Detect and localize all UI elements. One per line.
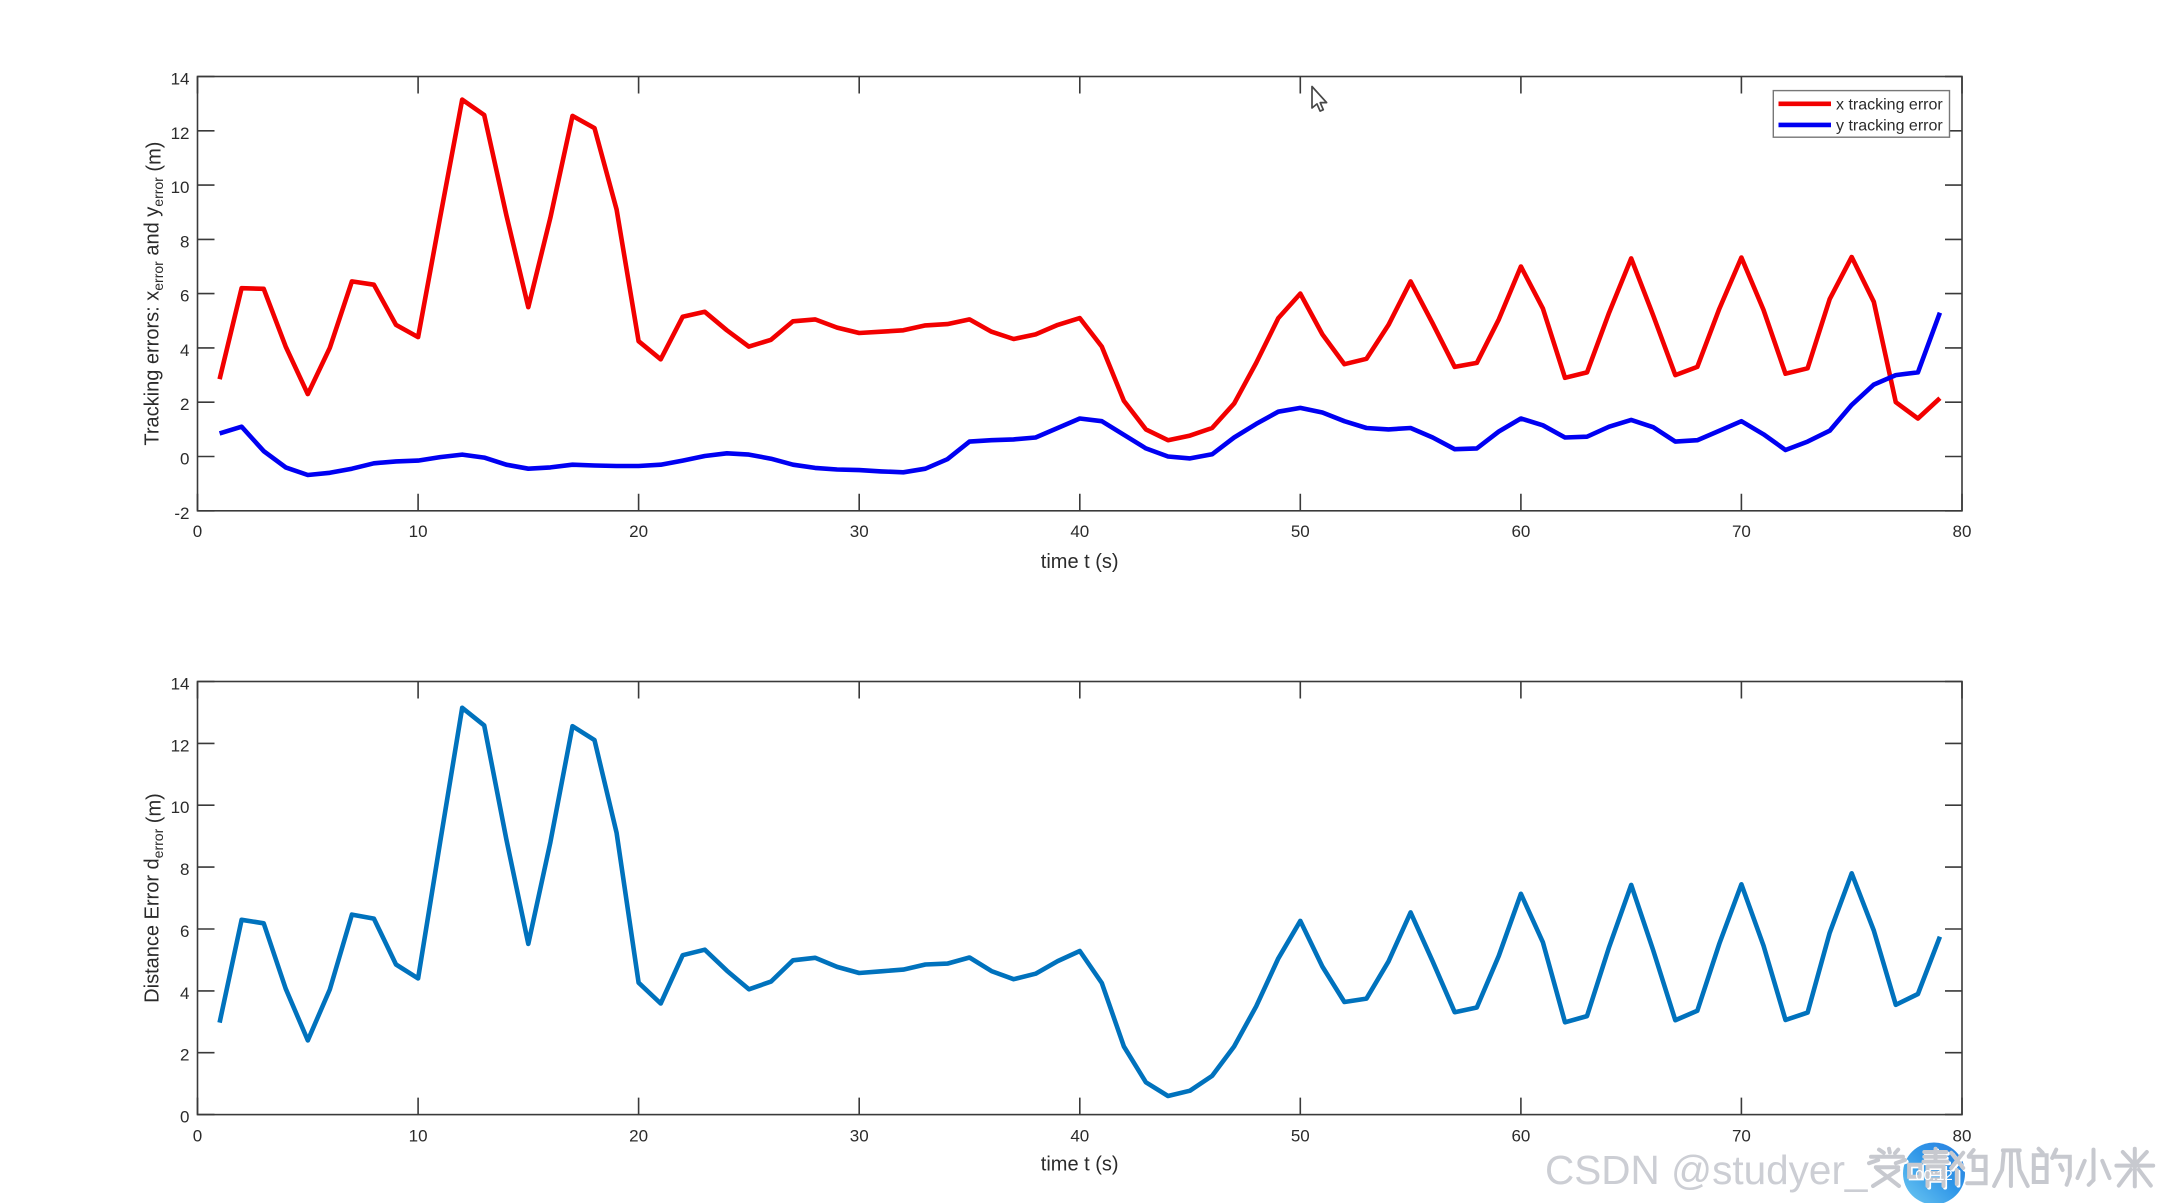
svg-text:CSDN @studyer_: CSDN @studyer_ [1547, 1149, 1870, 1195]
svg-text:60: 60 [1511, 1126, 1530, 1145]
svg-text:00:12: 00:12 [1915, 1167, 1953, 1184]
svg-text:50: 50 [1291, 522, 1310, 541]
svg-text:70: 70 [1732, 1126, 1751, 1145]
svg-text:50: 50 [1291, 1126, 1310, 1145]
svg-text:2: 2 [180, 395, 189, 414]
svg-text:0: 0 [180, 450, 189, 469]
svg-text:12: 12 [171, 124, 190, 143]
svg-text:0: 0 [193, 522, 202, 541]
svg-text:CSDN @studyer_: CSDN @studyer_ [1545, 1147, 1868, 1193]
svg-text:20: 20 [629, 1126, 648, 1145]
svg-text:6: 6 [180, 922, 189, 941]
svg-text:4: 4 [180, 984, 189, 1003]
svg-text:time t (s): time t (s) [1041, 1154, 1119, 1176]
svg-text:30: 30 [850, 1126, 869, 1145]
svg-text:14: 14 [171, 675, 190, 694]
svg-text:70: 70 [1732, 522, 1751, 541]
svg-text:0: 0 [193, 1126, 202, 1145]
svg-text:12: 12 [171, 736, 190, 755]
svg-text:40: 40 [1070, 1126, 1089, 1145]
svg-text:y tracking error: y tracking error [1836, 118, 1943, 135]
svg-text:30: 30 [850, 522, 869, 541]
svg-text:40: 40 [1070, 522, 1089, 541]
svg-text:60: 60 [1511, 522, 1530, 541]
svg-text:14: 14 [171, 70, 190, 89]
svg-text:0: 0 [180, 1108, 189, 1127]
svg-text:-2: -2 [174, 504, 189, 523]
svg-text:6: 6 [180, 287, 189, 306]
svg-text:4: 4 [180, 341, 189, 360]
svg-text:Distance Error derror (m): Distance Error derror (m) [142, 793, 167, 1003]
svg-text:2: 2 [180, 1046, 189, 1065]
svg-text:10: 10 [171, 178, 190, 197]
svg-text:8: 8 [180, 232, 189, 251]
svg-text:10: 10 [171, 798, 190, 817]
svg-text:80: 80 [1953, 522, 1972, 541]
svg-text:Tracking errors: xerror and ye: Tracking errors: xerror and yerror (m) [142, 142, 167, 446]
svg-text:8: 8 [180, 860, 189, 879]
svg-text:time t (s): time t (s) [1041, 551, 1119, 573]
svg-text:10: 10 [409, 522, 428, 541]
svg-text:20: 20 [629, 522, 648, 541]
svg-text:80: 80 [1953, 1126, 1972, 1145]
svg-text:10: 10 [409, 1126, 428, 1145]
svg-text:x tracking error: x tracking error [1836, 96, 1943, 113]
